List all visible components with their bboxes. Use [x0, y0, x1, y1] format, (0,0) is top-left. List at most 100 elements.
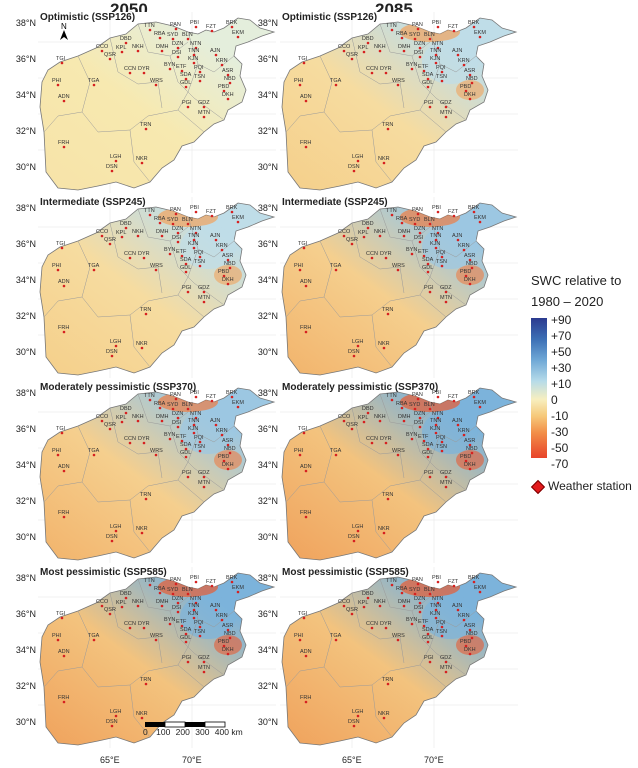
station-label: DKH	[222, 277, 234, 283]
station-label: DBD	[120, 406, 132, 412]
station-label: TNN	[430, 233, 441, 239]
scenario-title: Intermediate (SSP245)	[40, 197, 146, 208]
station-label: GDL	[422, 635, 433, 641]
station-label: BRK	[468, 205, 480, 211]
station-label: DZN	[172, 41, 183, 47]
station-label: PAN	[170, 207, 181, 213]
station-label: DKH	[464, 277, 476, 283]
station-label: RBA	[154, 401, 166, 407]
station-label: TNN	[188, 48, 199, 54]
lon-label-65-right: 65°E	[342, 755, 362, 765]
station-label: NBD	[224, 446, 236, 452]
lat-label: 30°N	[15, 347, 36, 357]
lat-label: 36°N	[257, 609, 278, 619]
station-label: TGA	[88, 633, 100, 639]
station-label: TTN	[144, 208, 155, 214]
station-label: PHI	[52, 633, 62, 639]
station-label: BLN	[182, 217, 193, 223]
station-label: AJN	[452, 233, 462, 239]
station-label: GDZ	[198, 655, 210, 661]
station-label: BLN	[182, 402, 193, 408]
station-label: TGA	[88, 448, 100, 454]
map-svg: TTN PAN PBI FZT BRK EKM DBD RBA SYD BLN NTN CCO KPL N…	[280, 567, 518, 748]
legend-tick-label: -30	[551, 425, 569, 439]
station-label: PBD	[218, 269, 229, 275]
station-label: BRK	[226, 575, 238, 581]
station-label: DMH	[156, 229, 169, 235]
station-label: BYN	[164, 62, 175, 68]
station-label: AJN	[452, 603, 462, 609]
station-label: KRN	[216, 428, 228, 434]
legend-title-line1: SWC relative to	[531, 273, 622, 288]
station-label: KRN	[458, 58, 470, 64]
station-label: GDZ	[198, 100, 210, 106]
station-label: PBI	[432, 390, 441, 396]
station-label: NTN	[190, 41, 201, 47]
station-label: BLN	[424, 402, 435, 408]
station-label: KJN	[188, 611, 198, 617]
station-label: PGI	[182, 470, 192, 476]
station-label: DBD	[120, 36, 132, 42]
station-label: PQI	[194, 65, 204, 71]
station-label: TRN	[382, 122, 393, 128]
station-label: CCN	[366, 66, 378, 72]
lat-label: 32°N	[257, 126, 278, 136]
station-label: BRK	[226, 390, 238, 396]
map-panel-2050-4: TTN PAN PBI FZT BRK EKM DBD RBA SYD BLN NTN CCO KPL N…	[38, 567, 276, 748]
station-label: NKR	[378, 341, 390, 347]
station-label: DYR	[380, 66, 392, 72]
lat-label: 32°N	[15, 496, 36, 506]
station-label: ETF	[418, 249, 429, 255]
station-label: SYD	[409, 217, 420, 223]
station-label: TRN	[140, 677, 151, 683]
station-label: TGI	[298, 611, 308, 617]
lat-label: 32°N	[257, 311, 278, 321]
station-label: LGH	[352, 524, 363, 530]
station-label: SDA	[180, 72, 192, 78]
station-label: TTN	[386, 208, 397, 214]
station-label: DZN	[414, 41, 425, 47]
lat-label: 34°N	[15, 275, 36, 285]
station-label: WRS	[392, 78, 405, 84]
station-label: TGA	[330, 448, 342, 454]
station-label: CCN	[124, 436, 136, 442]
station-label: ADN	[300, 464, 312, 470]
station-label: NTN	[190, 226, 201, 232]
scenario-title: Optimistic (SSP126)	[282, 12, 378, 23]
legend-title-line2: 1980 – 2020	[531, 294, 604, 309]
station-label: LGH	[352, 339, 363, 345]
station-label: CCN	[124, 251, 136, 257]
station-label: FZT	[206, 24, 217, 30]
station-label: ADN	[58, 649, 70, 655]
station-label: DBD	[120, 221, 132, 227]
lat-label: 32°N	[257, 681, 278, 691]
station-label: TNN	[188, 233, 199, 239]
station-label: PBD	[460, 639, 471, 645]
station-label: TTN	[386, 23, 397, 29]
station-label: EKM	[474, 585, 486, 591]
station-label: ADN	[58, 464, 70, 470]
station-label: TRN	[382, 677, 393, 683]
lat-label: 30°N	[257, 162, 278, 172]
station-label: NKH	[132, 414, 144, 420]
station-label: DSI	[172, 50, 182, 56]
legend-tick-label: +10	[551, 377, 572, 391]
map-panel-2085-2: TTN PAN PBI FZT BRK EKM DBD RBA SYD BLN NTN CCO KPL N…	[280, 197, 518, 378]
station-label: LGH	[110, 339, 121, 345]
station-label: ASR	[222, 438, 233, 444]
station-label: EKM	[232, 400, 244, 406]
map-svg: TTN PAN PBI FZT BRK EKM DBD RBA SYD BLN NTN CCO KPL N…	[38, 567, 276, 748]
station-label: PBI	[190, 20, 199, 26]
station-label: NBD	[466, 76, 478, 82]
station-label: DYR	[138, 251, 150, 257]
station-label: DKH	[464, 462, 476, 468]
station-label: NKR	[378, 526, 390, 532]
station-label: KPL	[116, 230, 126, 236]
station-label: WRS	[392, 263, 405, 269]
station-label: ADN	[300, 279, 312, 285]
station-label: TGI	[56, 611, 66, 617]
legend-tick-label: -50	[551, 441, 569, 455]
station-label: NBD	[224, 631, 236, 637]
station-label: DSN	[348, 719, 360, 725]
lat-label: 30°N	[257, 717, 278, 727]
